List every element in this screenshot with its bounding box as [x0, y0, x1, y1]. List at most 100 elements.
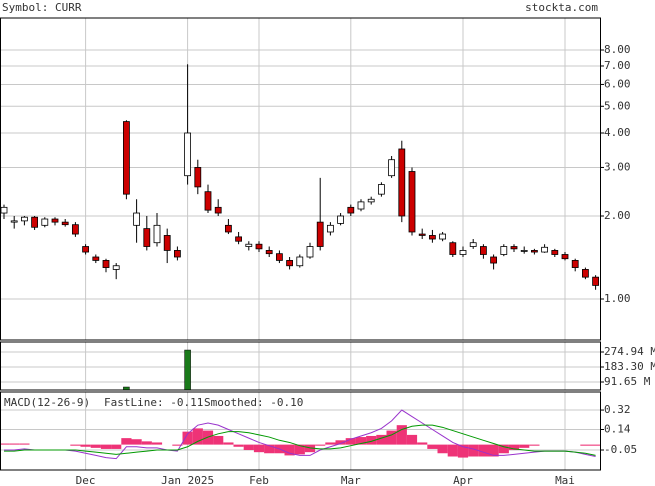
- symbol-label: Symbol: CURR: [2, 1, 82, 14]
- macd-histogram-bar: [121, 438, 132, 445]
- macd-histogram-bar: [468, 444, 479, 457]
- candle-body: [265, 250, 273, 255]
- source-label: stockta.com: [525, 1, 598, 14]
- y-tick-label: 4.00: [604, 126, 631, 139]
- macd-histogram-bar: [406, 434, 418, 445]
- macd-histogram-bar: [376, 434, 387, 445]
- macd-histogram-bar: [488, 444, 499, 457]
- macd-line: [4, 424, 596, 456]
- candle-body: [500, 246, 508, 255]
- candle-body: [592, 276, 599, 286]
- y-tick-label: 274.94 M: [604, 345, 655, 358]
- macd-histogram-bar: [315, 444, 326, 446]
- candle-body: [408, 171, 416, 233]
- candle-body: [133, 212, 141, 226]
- macd-histogram-bar: [111, 444, 122, 449]
- candle-body: [367, 198, 375, 203]
- candle-body: [357, 201, 365, 210]
- macd-histogram-bar: [0, 443, 10, 445]
- macd-histogram-bar: [427, 444, 438, 449]
- candle-body: [337, 215, 345, 224]
- macd-histogram-bar: [90, 444, 101, 448]
- candle-body: [245, 243, 253, 247]
- macd-histogram-bar: [131, 439, 142, 445]
- macd-line: [4, 409, 596, 460]
- macd-histogram-bar: [345, 438, 356, 445]
- macd-histogram-bar: [335, 440, 346, 445]
- macd-histogram-bar: [141, 441, 152, 445]
- candle-body: [347, 206, 355, 214]
- candle-body: [490, 256, 498, 264]
- candle-body: [541, 246, 548, 253]
- macd-histogram-bar: [417, 442, 428, 445]
- macd-histogram-bar: [19, 443, 30, 445]
- macd-histogram-bar: [243, 444, 254, 451]
- candle-body: [469, 242, 477, 247]
- candle-body: [316, 221, 324, 247]
- candle-body: [479, 246, 487, 255]
- candle-body: [163, 235, 171, 251]
- y-tick-label: 183.30 M: [604, 360, 655, 373]
- macd-histogram-bar: [366, 435, 377, 445]
- x-tick-label: Feb: [249, 474, 269, 486]
- candle-body: [520, 250, 528, 252]
- x-tick-label: Apr: [453, 474, 473, 486]
- y-tick-label: 3.00: [604, 160, 631, 173]
- candle-body: [82, 246, 89, 253]
- volume-bar: [184, 349, 191, 391]
- x-tick-label: Dec: [76, 474, 96, 486]
- candle-body: [41, 218, 49, 226]
- macd-histogram-bar: [213, 435, 224, 445]
- y-tick-label: 0.32: [604, 403, 631, 416]
- candle-body: [377, 184, 385, 195]
- candle-body: [571, 260, 579, 268]
- macd-histogram-bar: [284, 444, 295, 456]
- candle-body: [459, 250, 467, 255]
- candle-body: [20, 216, 28, 222]
- candle-body: [10, 220, 18, 223]
- panel-frame: [0, 17, 601, 341]
- macd-histogram-bar: [9, 443, 20, 445]
- macd-histogram-bar: [304, 444, 316, 453]
- macd-histogram-bar: [172, 444, 183, 446]
- candle-body: [306, 246, 314, 258]
- candle-body: [388, 159, 396, 177]
- y-tick-label: 2.00: [604, 209, 631, 222]
- macd-histogram-bar: [478, 444, 489, 457]
- macd-histogram-bar: [223, 442, 234, 445]
- y-tick-label: -0.05: [604, 443, 637, 456]
- macd-title: MACD(12-26-9): [4, 396, 90, 409]
- candle-body: [61, 221, 69, 226]
- macd-histogram-bar: [100, 444, 112, 449]
- candle-body: [123, 121, 130, 195]
- candle-body: [398, 148, 406, 217]
- x-tick-label: Mai: [555, 474, 575, 486]
- candle-body: [0, 206, 8, 214]
- candle-body: [184, 132, 192, 177]
- candle-body: [439, 233, 447, 240]
- candle-body: [31, 216, 39, 228]
- candle-body: [153, 224, 161, 244]
- candle-body: [286, 260, 294, 267]
- macd-histogram-bar: [325, 442, 336, 445]
- candle-body: [582, 269, 589, 278]
- candle-body: [92, 256, 100, 261]
- candle-body: [112, 265, 120, 270]
- candle-body: [449, 242, 457, 255]
- macd-histogram-bar: [294, 444, 305, 455]
- macd-histogram-bar: [386, 430, 397, 445]
- macd-histogram-bar: [151, 442, 163, 445]
- panel-frame: [0, 341, 601, 391]
- macd-histogram-bar: [519, 444, 530, 448]
- macd-histogram-bar: [508, 444, 520, 451]
- y-tick-label: 8.00: [604, 43, 631, 56]
- macd-histogram-bar: [182, 431, 193, 445]
- candle-body: [418, 233, 426, 236]
- candle-body: [72, 224, 79, 235]
- macd-histogram-bar: [70, 444, 81, 446]
- candle-body: [143, 228, 151, 247]
- candle-body: [194, 167, 202, 188]
- candle-body: [173, 250, 181, 258]
